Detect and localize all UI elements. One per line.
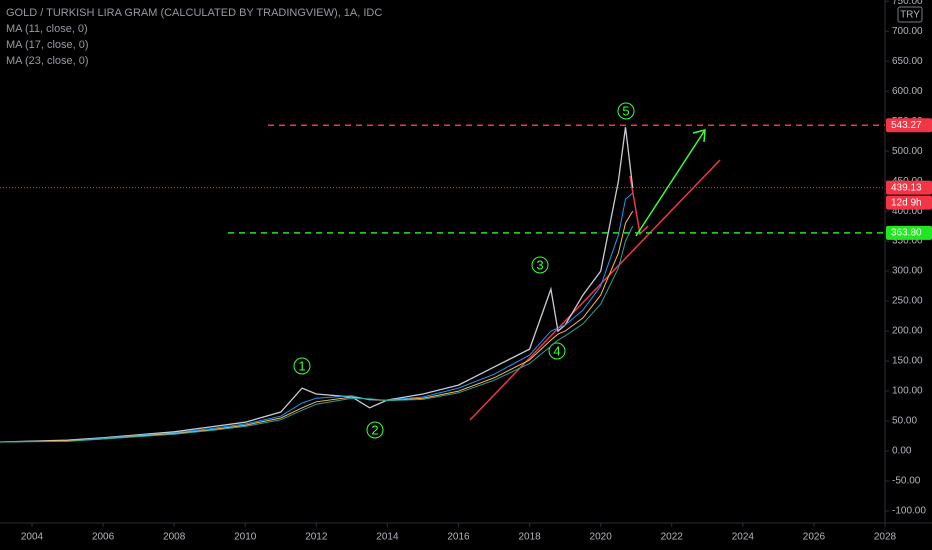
wave-circle: [293, 357, 311, 375]
price-badge-label: 439.13: [891, 182, 922, 193]
drawings: [469, 129, 721, 421]
y-tick-label: -50.00: [892, 476, 921, 487]
indicator-label: MA (23, close, 0): [6, 55, 89, 67]
wave-circle: [617, 102, 635, 120]
x-tick-label: 2008: [163, 532, 186, 543]
wave-circle: [548, 342, 566, 360]
path-drawing: [629, 175, 649, 236]
y-tick-label: 650.00: [892, 56, 923, 67]
x-tick-label: 2018: [518, 532, 541, 543]
wave-label: 4: [553, 343, 560, 358]
x-tick-label: 2024: [732, 532, 755, 543]
x-tick-label: 2020: [590, 532, 613, 543]
indicator-label: MA (17, close, 0): [6, 39, 89, 51]
x-tick-label: 2026: [803, 532, 826, 543]
wave-label: 2: [371, 422, 378, 437]
arrow-head: [692, 129, 706, 143]
x-tick-label: 2004: [21, 532, 44, 543]
wave-circle: [531, 256, 549, 274]
y-tick-label: 350.00: [892, 236, 923, 247]
currency-badge[interactable]: [897, 6, 923, 23]
ma-line: [0, 225, 634, 443]
x-tick-label: 2014: [376, 532, 399, 543]
y-tick-label: 750.00: [892, 0, 923, 7]
y-tick-label: 100.00: [892, 386, 923, 397]
arrow-line: [635, 129, 706, 237]
y-tick-label: 400.00: [892, 206, 923, 217]
wave-label: 1: [298, 358, 305, 373]
y-tick-label: 700.00: [892, 26, 923, 37]
y-tick-label: 150.00: [892, 356, 923, 367]
x-tick-label: 2012: [305, 532, 328, 543]
y-tick-label: 200.00: [892, 326, 923, 337]
indicator-label: MA (11, close, 0): [6, 23, 88, 35]
y-tick-label: -100.00: [892, 506, 926, 517]
price-badge: [886, 180, 932, 195]
wave-label: 3: [536, 257, 543, 272]
currency-label[interactable]: TRY: [900, 10, 920, 21]
wave-label: 5: [622, 103, 629, 118]
price-badge: [886, 118, 932, 133]
y-tick-label: 600.00: [892, 86, 923, 97]
wave-circle: [366, 421, 384, 439]
ma-line: [0, 192, 634, 443]
countdown-badge: [886, 195, 932, 210]
y-tick-label: 500.00: [892, 146, 923, 157]
price-badge-label: 363.80: [891, 227, 922, 238]
y-tick-label: 0.00: [892, 446, 912, 457]
y-tick-label: 50.00: [892, 416, 917, 427]
price-badge-label: 543.27: [891, 120, 922, 131]
x-tick-label: 2028: [874, 532, 897, 543]
x-tick-label: 2010: [234, 532, 257, 543]
wave-labels: 1 2 3 4 5: [293, 102, 635, 439]
x-tick-label: 2006: [92, 532, 115, 543]
x-tick-label: 2022: [661, 532, 684, 543]
trend-line: [469, 159, 721, 421]
y-tick-label: 300.00: [892, 266, 923, 277]
chart-title: GOLD / TURKISH LIRA GRAM (CALCULATED BY …: [6, 7, 382, 19]
price-badge: [886, 225, 932, 240]
countdown-label: 12d 9h: [891, 197, 922, 208]
x-tick-label: 2016: [447, 532, 470, 543]
y-tick-label: 250.00: [892, 296, 923, 307]
